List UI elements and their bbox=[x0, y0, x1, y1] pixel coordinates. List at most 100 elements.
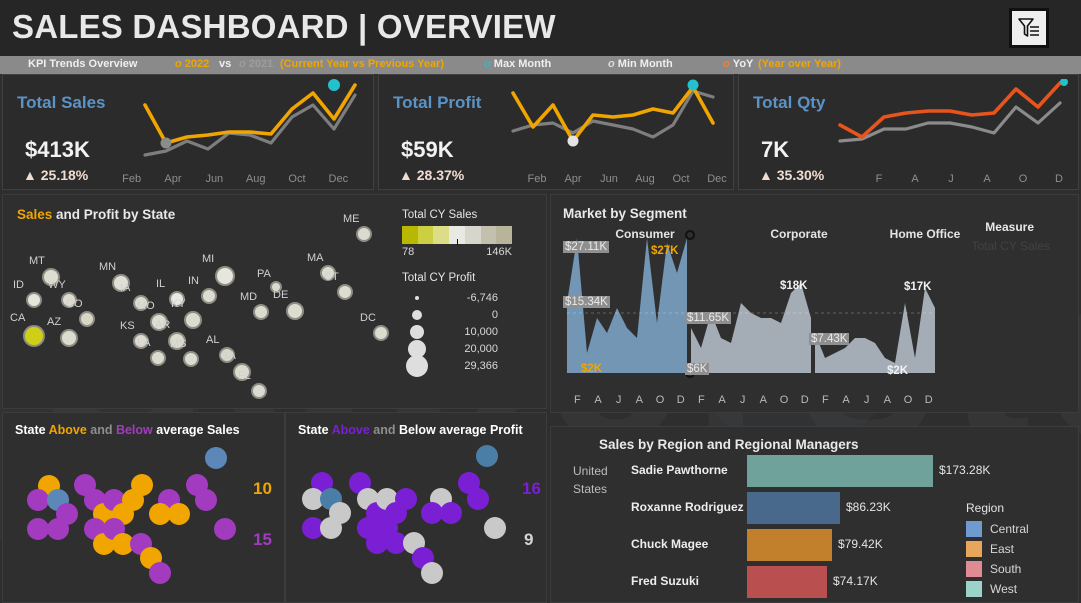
kpi-card-total-profit[interactable]: Total Profit $59K ▲ 28.37% Feb Apr Jun A… bbox=[378, 74, 734, 190]
region-legend-item[interactable]: West bbox=[966, 579, 1058, 599]
map-state-bubble[interactable] bbox=[320, 265, 336, 281]
scatter-point[interactable] bbox=[302, 488, 324, 510]
scatter-point[interactable] bbox=[214, 518, 236, 540]
scatter-profit-title-prefix: State bbox=[298, 423, 332, 437]
profit-size-legend-row: 10,000 bbox=[402, 323, 532, 340]
scatter-point[interactable] bbox=[112, 533, 134, 555]
map-state-bubble[interactable] bbox=[201, 288, 217, 304]
filter-button[interactable] bbox=[1009, 8, 1049, 48]
region-manager-bar[interactable] bbox=[747, 492, 840, 524]
scatter-point[interactable] bbox=[484, 517, 506, 539]
map-state-bubble[interactable] bbox=[233, 363, 251, 381]
scatter-point[interactable] bbox=[27, 489, 49, 511]
profit-size-legend-row: -6,746 bbox=[402, 289, 532, 306]
legend-max-month-label: Max Month bbox=[493, 58, 552, 70]
axis-tick: O bbox=[779, 394, 789, 406]
map-state-bubble[interactable] bbox=[150, 350, 166, 366]
map-state-label: MN bbox=[99, 261, 117, 273]
map-state-bubble[interactable] bbox=[169, 291, 185, 307]
region-manager-value: $74.17K bbox=[833, 574, 878, 588]
map-state-bubble[interactable] bbox=[112, 274, 130, 292]
axis-tick: Oct bbox=[288, 173, 306, 185]
scatter-point[interactable] bbox=[149, 562, 171, 584]
map-state-bubble[interactable] bbox=[337, 284, 353, 300]
scatter-point[interactable] bbox=[385, 532, 407, 554]
legend-marker-icon: o bbox=[723, 58, 730, 70]
region-legend-title: Region bbox=[966, 501, 1005, 515]
map-state-bubble[interactable] bbox=[133, 295, 149, 311]
map-state-bubble[interactable] bbox=[42, 268, 60, 286]
scatter-point[interactable] bbox=[149, 503, 171, 525]
axis-tick: Oct bbox=[672, 173, 690, 185]
scatter-point[interactable] bbox=[205, 447, 227, 469]
region-legend-swatch-icon bbox=[966, 521, 982, 537]
region-legend-item[interactable]: Central bbox=[966, 519, 1058, 539]
map-state-bubble[interactable] bbox=[168, 332, 186, 350]
map-state-bubble[interactable] bbox=[251, 383, 267, 399]
region-manager-bar[interactable] bbox=[747, 455, 933, 487]
profit-size-value: 10,000 bbox=[464, 325, 498, 338]
scatter-point[interactable] bbox=[395, 488, 417, 510]
axis-tick: O bbox=[903, 394, 913, 406]
segment-area-charts[interactable] bbox=[551, 205, 1080, 390]
scatter-point[interactable] bbox=[421, 562, 443, 584]
kpi-label: Total Sales bbox=[17, 93, 106, 112]
region-legend-item[interactable]: South bbox=[966, 559, 1058, 579]
scatter-point[interactable] bbox=[27, 518, 49, 540]
map-state-bubble[interactable] bbox=[183, 351, 199, 367]
map-state-bubble[interactable] bbox=[356, 226, 372, 242]
scatter-point[interactable] bbox=[467, 488, 489, 510]
kpi-sparkline-total-sales bbox=[143, 79, 357, 157]
region-legend-item[interactable]: East bbox=[966, 539, 1058, 559]
segment-area-home-office[interactable] bbox=[815, 288, 935, 373]
profit-size-legend-row: 0 bbox=[402, 306, 532, 323]
sales-by-region-panel: Sales by Region and Regional Managers Un… bbox=[550, 426, 1079, 603]
scatter-point[interactable] bbox=[195, 489, 217, 511]
measure-value[interactable]: Total CY Sales bbox=[971, 239, 1051, 253]
segment-axis-home-office: F A J A O D bbox=[815, 394, 939, 406]
map-state-bubble[interactable] bbox=[373, 325, 389, 341]
kpi-sparkline-total-profit bbox=[511, 79, 715, 147]
scatter-point[interactable] bbox=[440, 502, 462, 524]
map-state-bubble[interactable] bbox=[286, 302, 304, 320]
map-state-bubble[interactable] bbox=[215, 266, 235, 286]
scatter-sales-title-suffix: average Sales bbox=[152, 423, 240, 437]
scatter-point[interactable] bbox=[476, 445, 498, 467]
region-manager-bar[interactable] bbox=[747, 566, 827, 598]
kpi-card-total-qty[interactable]: Total Qty 7K ▲ 35.30% F A J A O D bbox=[738, 74, 1079, 190]
map-state-bubble[interactable] bbox=[253, 304, 269, 320]
map-state-bubble[interactable] bbox=[219, 347, 235, 363]
map-state-label: IL bbox=[156, 278, 166, 290]
map-state-bubble[interactable] bbox=[61, 292, 77, 308]
kpi-card-total-sales[interactable]: Total Sales $413K ▲ 25.18% Feb Apr Jun A… bbox=[2, 74, 374, 190]
axis-tick: A bbox=[842, 394, 850, 406]
scatter-point[interactable] bbox=[168, 503, 190, 525]
region-manager-bar[interactable] bbox=[747, 529, 832, 561]
scatter-point[interactable] bbox=[302, 517, 324, 539]
segment-area-corporate[interactable] bbox=[691, 283, 811, 373]
map-state-bubble[interactable] bbox=[26, 292, 42, 308]
map-state-bubble[interactable] bbox=[23, 325, 45, 347]
scatter-point[interactable] bbox=[131, 474, 153, 496]
map-state-bubble[interactable] bbox=[150, 313, 168, 331]
segment-area-consumer[interactable] bbox=[567, 238, 687, 373]
region-manager-name: Sadie Pawthorne bbox=[631, 463, 728, 477]
axis-tick: A bbox=[911, 173, 919, 185]
scatter-panel-profit: State Above and Below average Profit 16 … bbox=[285, 412, 547, 603]
map-state-bubble[interactable] bbox=[184, 311, 202, 329]
axis-tick: D bbox=[676, 394, 685, 406]
map-state-bubble[interactable] bbox=[79, 311, 95, 327]
scatter-point[interactable] bbox=[421, 502, 443, 524]
scatter-point[interactable] bbox=[47, 518, 69, 540]
map-state-label: DC bbox=[360, 312, 376, 324]
map-state-bubble[interactable] bbox=[60, 329, 78, 347]
map-state-bubble[interactable] bbox=[133, 333, 149, 349]
legend-marker-icon: o bbox=[175, 58, 182, 70]
scatter-point[interactable] bbox=[320, 517, 342, 539]
profit-size-legend-row: 29,366 bbox=[402, 354, 532, 377]
kpi-legend-strip: KPI Trends Overview o 2022 vs o 2021 (Cu… bbox=[0, 56, 1081, 74]
map-state-label: GA bbox=[220, 350, 236, 362]
axis-tick: Apr bbox=[564, 173, 582, 185]
axis-tick: D bbox=[924, 394, 933, 406]
map-state-bubble[interactable] bbox=[270, 281, 282, 293]
